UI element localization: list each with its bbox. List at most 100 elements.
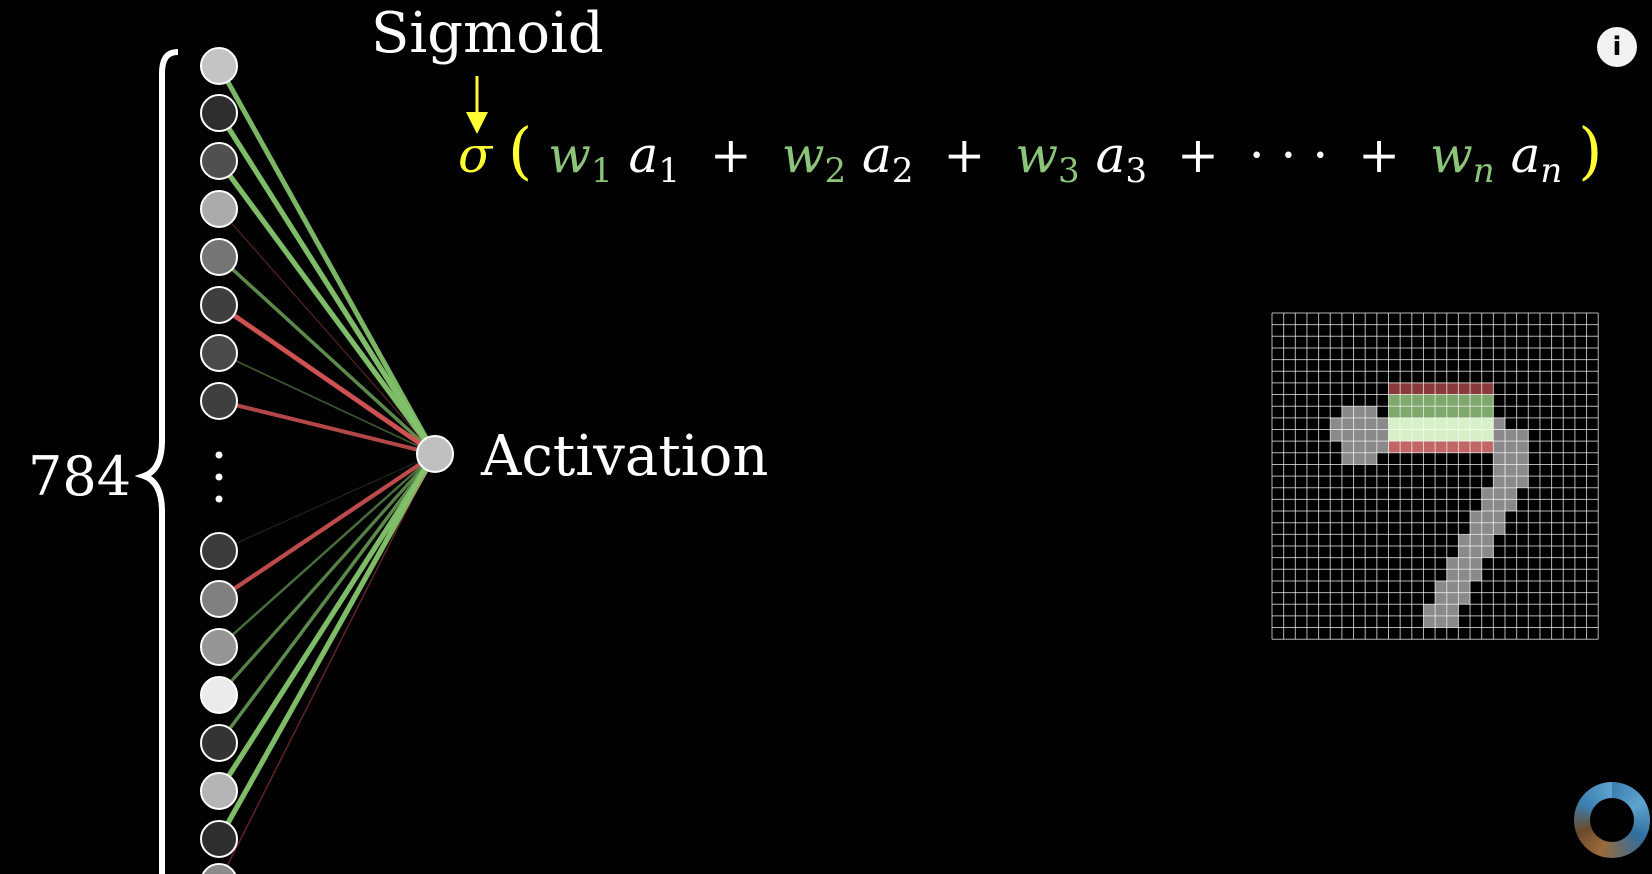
pixel-cell [1481,522,1494,535]
pixel-cell [1458,534,1471,546]
pixel-cell [1376,429,1389,442]
input-neuron [200,47,238,85]
pixel-cell [1365,406,1377,418]
pixel-cell [1365,441,1377,453]
pixel-cell [1388,394,1401,407]
pixel-cell [1330,429,1342,442]
weight-edge [217,452,437,697]
input-neuron [200,94,238,132]
activation-2: a [862,126,892,184]
pixel-cell [1388,382,1401,395]
pixel-cell [1435,441,1447,453]
weight-edge [216,64,438,456]
ellipsis-dot [215,473,223,481]
activation-1: a [629,126,659,184]
pixel-cell [1423,382,1436,395]
weight-edge [217,452,437,601]
pixel-cell [1505,476,1517,488]
input-neuron [200,532,238,570]
pixel-cell [1376,417,1389,430]
plus-sign: + [1177,126,1219,184]
weight-edges [216,64,438,874]
pixel-cell [1330,417,1342,430]
pixel-cell [1400,429,1412,442]
channel-logo-icon[interactable] [1574,782,1650,858]
pixel-cell [1446,615,1459,628]
pixel-cell [1458,569,1471,581]
pixel-cell [1388,441,1401,453]
pixel-cell [1505,452,1517,465]
pixel-cell [1493,429,1505,442]
input-neuron [200,724,238,762]
pixel-cell [1341,441,1354,453]
pixel-cell [1411,441,1424,453]
weight-edge [218,208,436,455]
pixel-cell [1365,452,1377,465]
pixel-cell [1435,604,1447,616]
pixel-cell [1423,441,1436,453]
pixel-cell [1458,546,1471,558]
pixel-cell [1435,615,1447,628]
pixel-cell [1493,476,1505,488]
pixel-cell [1341,406,1354,418]
pixel-cell [1458,394,1471,407]
pixel-cell [1341,417,1354,430]
pixel-cell [1435,417,1447,430]
pixel-cell [1458,592,1471,605]
digit-pixel-grid [1271,312,1599,640]
formula-ellipsis: · · · [1249,126,1328,184]
layer-brace [134,49,179,874]
pixel-cell [1400,394,1412,407]
pixel-cell [1481,394,1494,407]
pixel-cell [1400,382,1412,395]
pixel-cell [1423,604,1436,616]
pixel-cell [1493,499,1505,512]
pixel-cell [1446,429,1459,442]
open-paren: ( [508,114,532,187]
pixel-cell [1400,417,1412,430]
sigma-symbol: σ [458,126,494,184]
pixel-cell [1435,382,1447,395]
weight-edge [217,452,437,745]
input-neuron [201,863,237,874]
pixel-cell [1388,417,1401,430]
weight-1-sub: 1 [591,151,613,191]
output-neuron [416,435,454,473]
pixel-cell [1458,557,1471,570]
pixel-cell [1423,615,1436,628]
pixel-cell [1353,429,1366,442]
pixel-cell [1353,406,1366,418]
info-icon[interactable]: i [1597,27,1637,67]
pixel-cell [1341,429,1354,442]
pixel-cell [1516,476,1529,488]
pixel-cell [1423,394,1436,407]
weighted-sum-formula: σ ( w1 a1 + w2 a2 + w3 a3 + · · · + wn a… [458,114,1602,194]
pixel-cell [1341,452,1354,465]
pixel-cell [1516,429,1529,442]
input-neuron [200,142,238,180]
pixel-cell [1481,534,1494,546]
close-paren: ) [1578,114,1602,187]
sigmoid-arrow-head [466,112,488,134]
pixel-cell [1376,441,1389,453]
pixel-cell [1446,557,1459,570]
pixel-cell [1516,441,1529,453]
weight-edge [218,352,436,455]
pixel-cell [1470,534,1482,546]
pixel-cell [1481,406,1494,418]
weight-edge [216,159,438,456]
pixel-cell [1365,417,1377,430]
pixel-cell [1516,464,1529,477]
pixel-cell [1446,441,1459,453]
plus-sign: + [710,126,752,184]
pixel-cell [1411,429,1424,442]
pixel-cell [1505,429,1517,442]
weight-edge [218,453,436,648]
weight-edge [218,399,436,456]
input-neuron [200,190,238,228]
pixel-cell [1411,382,1424,395]
pixel-cell [1481,499,1494,512]
input-neuron [200,286,238,324]
pixel-cell [1435,429,1447,442]
